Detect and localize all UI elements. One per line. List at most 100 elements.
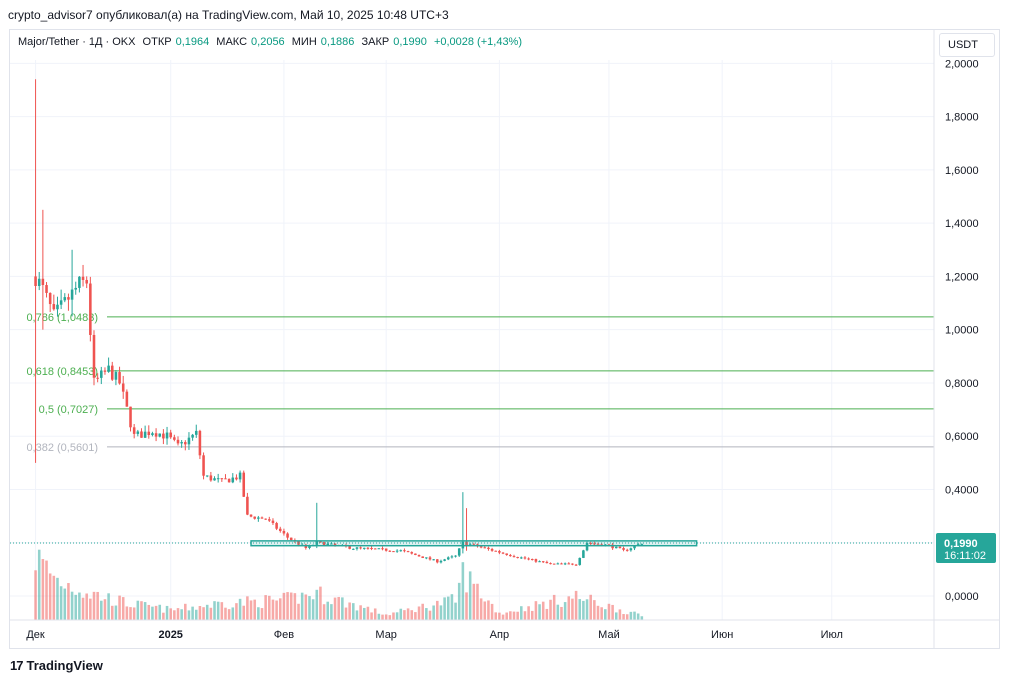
candle-body xyxy=(227,478,231,483)
volume-bar xyxy=(235,603,238,620)
volume-bar xyxy=(121,597,125,620)
volume-bar xyxy=(395,612,399,620)
candle-body xyxy=(414,553,417,556)
volume-bar xyxy=(352,603,355,620)
volume-bar xyxy=(457,582,461,620)
volume-bar xyxy=(89,598,92,620)
tradingview-footer[interactable]: 17 TradingView xyxy=(10,658,103,673)
volume-bar xyxy=(48,573,52,620)
volume-bar xyxy=(611,604,614,620)
volume-bar xyxy=(271,599,275,620)
volume-bar xyxy=(417,606,421,620)
time-axis: Дек 2025 Фев Мар Апр Май Июн Июл xyxy=(10,619,999,641)
candle-body xyxy=(48,292,52,305)
currency-button[interactable]: USDT xyxy=(939,33,995,57)
volume-bar xyxy=(308,596,311,620)
volume-bar xyxy=(231,607,235,620)
volume-bar xyxy=(34,570,37,620)
candle-body xyxy=(165,432,169,439)
volume-bar xyxy=(571,598,574,620)
volume-bar xyxy=(173,610,176,620)
volume-bar xyxy=(341,597,344,620)
volume-bar xyxy=(538,604,541,620)
candle-body xyxy=(640,544,644,546)
y-tick-label: 0,8000 xyxy=(945,378,979,390)
candle-body xyxy=(158,433,162,437)
volume-bar xyxy=(501,614,505,620)
volume-bar xyxy=(578,599,582,620)
volume-bar xyxy=(268,595,271,620)
volume-bar xyxy=(147,604,151,620)
volume-bar xyxy=(596,605,600,620)
y-tick-label: 1,6000 xyxy=(945,165,979,177)
candle-body xyxy=(187,437,191,445)
close-label: ЗАКР xyxy=(361,36,390,48)
volume-bar xyxy=(289,592,293,620)
volume-bar xyxy=(322,604,326,620)
fib-level-label: 0,382 (0,5601) xyxy=(26,442,98,454)
candle-body xyxy=(118,372,121,384)
candle-body xyxy=(326,543,330,546)
volume-bar xyxy=(297,603,300,620)
volume-bar xyxy=(293,593,297,620)
volume-bar xyxy=(607,603,611,620)
volume-bar xyxy=(282,592,286,620)
candle-body xyxy=(417,555,421,557)
candle-body xyxy=(392,551,395,553)
volume-bar xyxy=(366,606,370,620)
candle-body xyxy=(446,557,450,560)
candle-body xyxy=(319,541,322,543)
publication-header: crypto_advisor7 опубликовал(а) на Tradin… xyxy=(8,8,449,22)
candle-body xyxy=(582,550,585,558)
candle-body xyxy=(147,431,151,436)
x-tick-label: Июл xyxy=(821,629,843,641)
candle-body xyxy=(614,546,618,549)
price-tag-value: 0,1990 xyxy=(944,538,978,550)
volume-bar xyxy=(520,606,523,620)
symbol-name[interactable]: Major/Tether · 1Д · OKX xyxy=(18,36,136,48)
volume-bar xyxy=(585,599,589,620)
volume-bar xyxy=(132,607,136,620)
volume-bar xyxy=(45,560,48,620)
volume-bar xyxy=(505,612,508,620)
candle-body xyxy=(78,276,81,288)
candle-body xyxy=(589,542,592,544)
volume-bar xyxy=(227,609,231,620)
candle-body xyxy=(213,478,216,481)
volume-bar xyxy=(92,591,96,620)
candle-body xyxy=(125,391,129,407)
candle-body xyxy=(249,514,253,517)
candle-body xyxy=(509,555,512,557)
candle-body xyxy=(129,406,132,428)
candle-body xyxy=(381,548,384,550)
volume-bar xyxy=(103,599,107,620)
volume-bar xyxy=(432,605,435,620)
candle-body xyxy=(238,472,242,480)
volume-bar xyxy=(636,613,640,620)
x-tick-label: Июн xyxy=(711,629,733,641)
high-value: 0,2056 xyxy=(251,36,285,48)
volume-bar xyxy=(516,611,519,620)
chart-grid xyxy=(10,60,934,620)
symbol-legend: Major/Tether · 1Д · OKX ОТКР 0,1964 МАКС 0… xyxy=(18,36,526,48)
volume-bar xyxy=(63,588,67,620)
candle-body xyxy=(136,431,140,434)
candle-body xyxy=(538,561,541,563)
candle-body xyxy=(505,553,508,556)
volume-bar xyxy=(191,606,194,620)
volume-bar xyxy=(41,559,45,620)
volume-bar xyxy=(198,606,202,620)
volume-bar xyxy=(483,601,487,620)
volume-bar xyxy=(114,605,118,620)
volume-bar xyxy=(629,611,633,620)
candle-body xyxy=(140,431,143,438)
candle-body xyxy=(169,432,172,438)
candle-body xyxy=(450,556,454,558)
candle-body xyxy=(395,550,399,552)
volume-bar xyxy=(315,589,319,620)
candle-body xyxy=(330,543,333,545)
range-box-rect xyxy=(250,540,698,547)
candle-body xyxy=(96,377,99,379)
volume-bar xyxy=(381,614,384,620)
